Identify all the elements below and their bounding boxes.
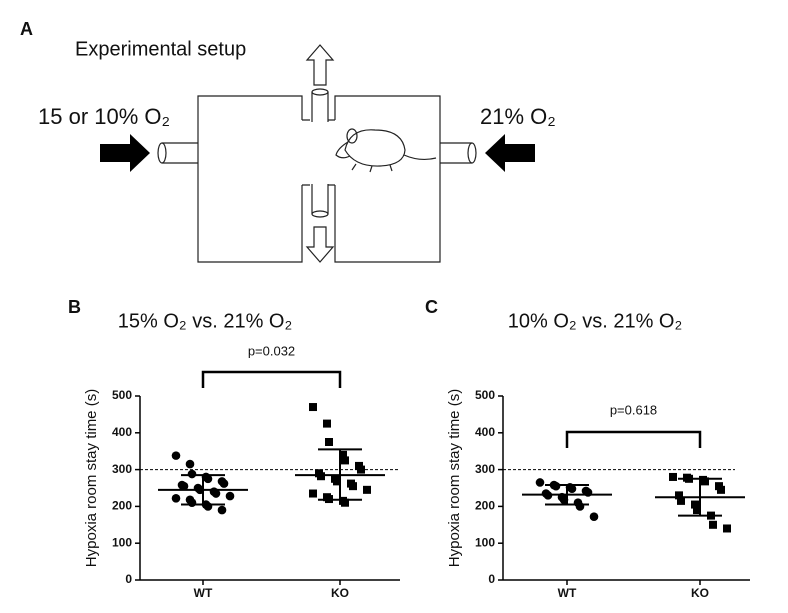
data-point — [349, 482, 357, 491]
panel-label: C — [425, 297, 438, 317]
data-point — [309, 403, 317, 412]
data-point — [171, 451, 181, 460]
y-tick-label: 0 — [488, 572, 495, 586]
y-tick-label: 200 — [475, 499, 495, 513]
data-point — [317, 472, 325, 481]
outflow-arrow — [305, 226, 335, 263]
data-point — [309, 489, 317, 498]
y-tick-label: 500 — [112, 388, 132, 402]
outflow-arrow — [305, 44, 335, 86]
y-tick-label: 400 — [475, 425, 495, 439]
tube — [311, 184, 329, 214]
y-tick-label: 100 — [112, 535, 132, 549]
panel-label: A — [20, 19, 33, 39]
data-point — [363, 485, 371, 494]
chart-title: 10% O₂ vs. 21% O₂ — [508, 310, 682, 332]
data-point — [693, 506, 701, 515]
data-point — [185, 459, 195, 469]
significance-bracket — [201, 370, 342, 388]
tube-end — [157, 142, 167, 164]
data-point — [211, 489, 221, 498]
chamber — [197, 95, 310, 263]
panel-a: A Experimental setup 15 or 10% O₂ 21% O₂ — [20, 19, 556, 263]
tube-end — [311, 210, 329, 218]
x-tick-label: KO — [691, 586, 709, 600]
data-point — [341, 456, 349, 465]
chamber — [328, 95, 441, 263]
right-gas-label: 21% O₂ — [480, 104, 556, 129]
series — [309, 403, 371, 507]
data-point — [323, 419, 331, 428]
y-tick-label: 300 — [475, 462, 495, 476]
x-tick-label: WT — [194, 586, 213, 600]
data-point — [333, 477, 341, 486]
mouse — [335, 128, 437, 173]
data-point — [341, 498, 349, 507]
tube — [440, 142, 472, 164]
left-gas-label: 15 or 10% O₂ — [38, 104, 170, 129]
data-point — [171, 494, 181, 503]
inflow-arrow — [100, 134, 150, 172]
diagram-title: Experimental setup — [75, 38, 246, 60]
significance-bracket — [565, 430, 702, 448]
y-tick-label: 100 — [475, 535, 495, 549]
data-point — [225, 491, 235, 501]
y-tick-label: 500 — [475, 388, 495, 402]
x-tick-label: WT — [558, 586, 577, 600]
data-point — [551, 481, 561, 491]
data-point — [677, 496, 685, 505]
data-point — [717, 485, 725, 494]
data-point — [203, 474, 213, 484]
p-value: p=0.032 — [248, 343, 295, 358]
data-point — [217, 505, 227, 515]
data-point — [567, 484, 577, 494]
data-point — [723, 524, 731, 533]
y-axis-label: Hypoxia room stay time (s) — [446, 389, 463, 567]
chart-title: 15% O₂ vs. 21% O₂ — [118, 310, 292, 332]
y-axis-label: Hypoxia room stay time (s) — [83, 389, 100, 567]
data-point — [179, 481, 189, 491]
data-point — [691, 500, 699, 509]
p-value: p=0.618 — [610, 402, 657, 417]
data-point — [325, 438, 333, 446]
data-point — [339, 450, 347, 459]
data-point — [701, 477, 709, 486]
data-point — [669, 472, 677, 481]
tube — [311, 92, 329, 122]
inflow-arrow — [485, 134, 535, 172]
data-point — [219, 479, 229, 488]
data-point — [675, 491, 683, 500]
data-point — [709, 520, 717, 529]
tube-end — [467, 142, 477, 164]
data-point — [589, 512, 599, 522]
y-tick-label: 300 — [112, 462, 132, 476]
data-point — [535, 478, 545, 487]
data-point — [187, 498, 197, 508]
data-point — [575, 502, 585, 511]
data-point — [203, 502, 213, 511]
data-point — [187, 469, 197, 479]
x-tick-label: KO — [331, 586, 349, 600]
data-point — [357, 465, 365, 474]
y-tick-label: 200 — [112, 499, 132, 513]
tube-end — [311, 88, 329, 96]
tube — [162, 142, 198, 164]
panel-label: B — [68, 297, 81, 317]
y-tick-label: 400 — [112, 425, 132, 439]
y-tick-label: 0 — [125, 572, 132, 586]
